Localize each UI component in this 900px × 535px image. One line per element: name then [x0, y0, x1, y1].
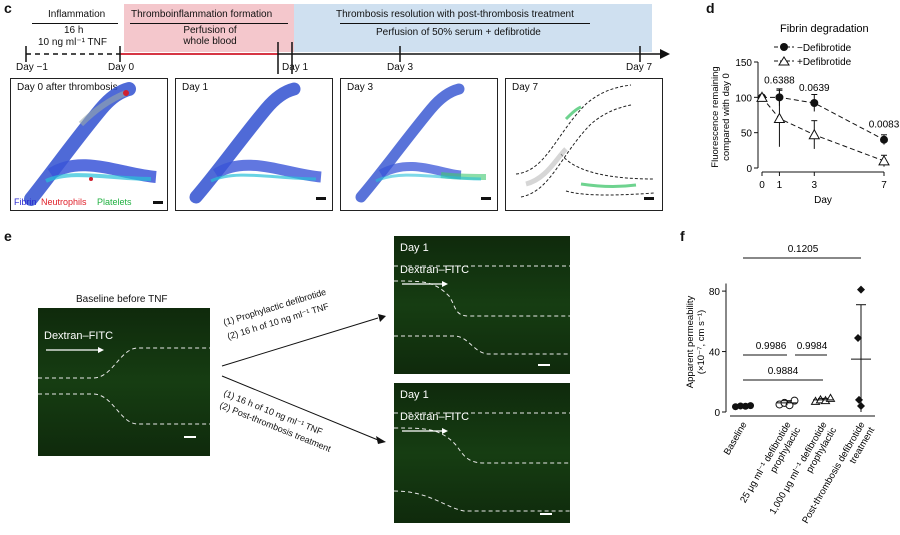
inflammation-underline	[32, 23, 118, 24]
image-panel-day0: Day 0 after thrombosis Fibrin Neutrophil…	[10, 78, 168, 211]
data-point	[878, 154, 890, 166]
chart-title: Fibrin degradation	[780, 23, 869, 35]
day1-label-bottom: Day 1	[400, 389, 429, 401]
y-tick-label: 50	[741, 129, 753, 140]
baseline-title: Baseline before TNF	[76, 294, 168, 305]
data-point	[756, 91, 768, 102]
dextran-label-bottom: Dextran–FITC	[400, 411, 470, 423]
legend-platelets: Platelets	[97, 197, 132, 207]
image-panel-day7: Day 7	[505, 78, 663, 211]
data-point	[855, 395, 863, 404]
panel-f-label: f	[680, 228, 685, 244]
x-tick-label: 7	[881, 180, 887, 191]
day-label-7: Day 7	[626, 62, 653, 73]
p-value-annotation: 0.6388	[764, 75, 795, 86]
channel-outline	[394, 412, 570, 515]
p-value-annotation: 0.9986	[756, 341, 787, 352]
y-axis-label: Apparent permeability(×10⁻⁷, cm s⁻¹)	[685, 296, 707, 389]
x-tick-label: 1	[777, 180, 783, 191]
p-value-annotation: 0.9984	[797, 341, 828, 352]
y-tick-label: 0	[714, 408, 720, 419]
image-title-day0: Day 0 after thrombosis	[17, 82, 118, 93]
data-point	[810, 98, 819, 107]
p-value-annotation: 0.1205	[788, 244, 819, 255]
baseline-image: Dextran–FITC	[38, 308, 210, 456]
inflammation-detail-1: 16 h	[64, 25, 84, 36]
day-label-0: Day 0	[108, 62, 135, 73]
legend-marker	[778, 56, 790, 66]
day1-treatment-image: Day 1 Dextran–FITC	[394, 383, 570, 523]
series-line	[761, 97, 885, 162]
data-point	[808, 128, 821, 140]
panel-e-label: e	[4, 228, 12, 244]
resolution-underline	[340, 23, 590, 24]
category-label: Baseline	[722, 420, 750, 457]
thrombo-detail: Perfusion of whole blood	[183, 25, 237, 47]
channel-outline	[394, 265, 570, 366]
y-tick-label: 80	[709, 287, 721, 298]
legend-neutrophils: Neutrophils	[41, 197, 87, 207]
panel-c-label: c	[4, 0, 12, 16]
scale-bar	[481, 197, 491, 200]
legend-label: −Defibrotide	[797, 43, 852, 54]
thrombo-underline	[130, 23, 288, 24]
y-tick-label: 40	[709, 348, 721, 359]
inflammation-title: Inflammation	[48, 9, 106, 20]
legend-marker	[780, 43, 788, 51]
vessel-image-day7	[515, 84, 655, 198]
image-title-day7: Day 7	[512, 82, 539, 93]
y-tick-label: 150	[735, 58, 752, 69]
scale-bar	[153, 201, 163, 204]
scale-bar	[316, 197, 326, 200]
thrombo-band	[124, 4, 294, 52]
image-title-day3: Day 3	[347, 82, 374, 93]
vessel-image-day1	[189, 82, 322, 204]
timeline-axis	[25, 42, 670, 74]
day1-label-top: Day 1	[400, 242, 429, 254]
vessel-image-day3	[355, 83, 487, 203]
inflammation-detail-2: 10 ng ml⁻¹ TNF	[38, 37, 107, 48]
data-point	[880, 135, 888, 144]
vessel-image-day0	[24, 82, 157, 206]
data-point	[857, 285, 865, 294]
y-tick-label: 100	[735, 93, 752, 104]
fibrin-degradation-chart: Fibrin degradation −Defibrotide +Defibroti…	[710, 23, 900, 206]
y-axis-label: Fluorescence remainingcompared with day …	[710, 66, 732, 167]
day-label-1: Day 1	[282, 62, 309, 73]
p-value-annotation: 0.0083	[869, 120, 900, 131]
x-tick-label: 0	[759, 180, 765, 191]
resolution-band	[294, 4, 652, 52]
y-tick-label: 0	[746, 164, 752, 175]
data-point	[773, 112, 786, 124]
dextran-label-top: Dextran–FITC	[400, 264, 470, 276]
image-panel-day1: Day 1	[175, 78, 333, 211]
resolution-detail: Perfusion of 50% serum + defibrotide	[376, 27, 541, 38]
image-title-day1: Day 1	[182, 82, 209, 93]
p-value-annotation: 0.0639	[799, 83, 830, 94]
series-line	[762, 96, 885, 141]
treatment-arrows	[221, 314, 386, 444]
day-label-3: Day 3	[387, 62, 414, 73]
panel-d-label: d	[706, 0, 715, 16]
dextran-label: Dextran–FITC	[44, 330, 114, 342]
resolution-title: Thrombosis resolution with post-thrombos…	[336, 9, 574, 20]
legend-label: +Defibrotide	[797, 57, 852, 68]
data-point	[854, 333, 862, 342]
p-value-annotation: 0.9884	[768, 366, 799, 377]
scale-bar	[644, 197, 654, 200]
x-axis-label: Day	[814, 195, 832, 206]
day-label-minus1: Day −1	[16, 62, 48, 73]
data-point	[785, 401, 794, 410]
channel-outline	[38, 347, 210, 438]
thrombo-title: Thromboinflammation formation	[131, 9, 273, 20]
x-tick-label: 3	[812, 180, 818, 191]
day1-prophylactic-image: Day 1 Dextran–FITC	[394, 236, 570, 374]
legend-fibrin: Fibrin	[14, 197, 37, 207]
image-panel-day3: Day 3	[340, 78, 498, 211]
